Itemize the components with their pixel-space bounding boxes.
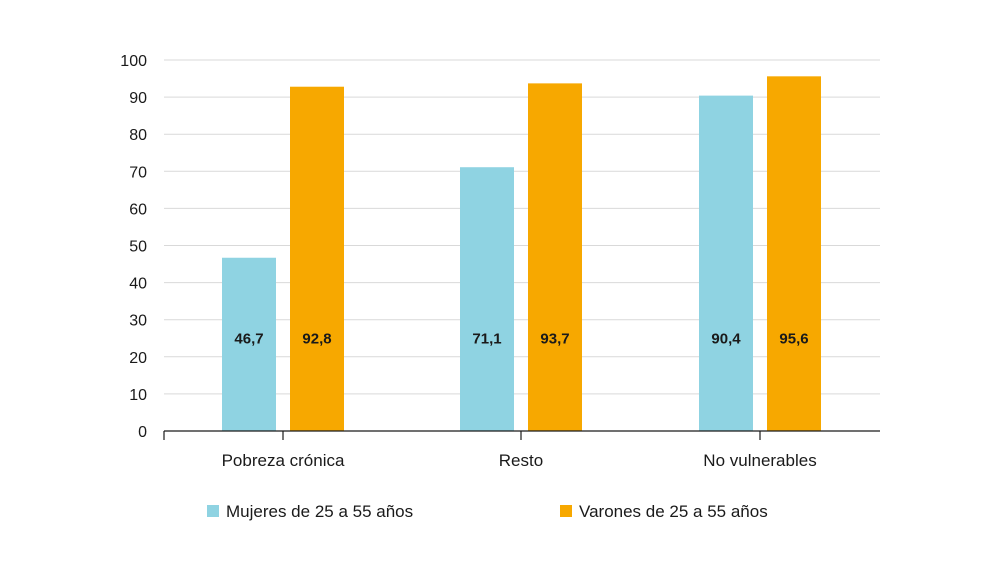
legend: Mujeres de 25 a 55 años Varones de 25 a 5… [207,502,768,521]
y-tick-label: 40 [129,276,147,293]
y-tick-label: 0 [138,424,147,441]
data-label: 71,1 [472,330,501,347]
y-axis-tick-labels: 0 10 20 30 40 50 60 70 80 90 100 [120,53,147,441]
bar-mujeres [699,95,753,431]
y-tick-label: 30 [129,313,147,330]
data-label: 92,8 [302,330,331,347]
gridlines [164,59,880,395]
data-label: 46,7 [234,330,263,347]
x-axis-category-labels: Pobreza crónica Resto No vulnerables [222,451,817,470]
y-tick-label: 50 [129,239,147,256]
legend-swatch-varones [560,505,572,517]
data-label: 95,6 [779,330,808,347]
legend-label-mujeres: Mujeres de 25 a 55 años [226,502,413,521]
y-tick-label: 80 [129,127,147,144]
category-label: Pobreza crónica [222,451,345,470]
bar-varones [767,76,821,431]
y-tick-label: 60 [129,201,147,218]
y-tick-label: 10 [129,387,147,404]
bar-varones [528,83,582,432]
data-labels: 46,7 71,1 90,4 92,8 93,7 95,6 [234,330,808,347]
bar-mujeres [460,167,514,431]
bar-varones [290,86,344,431]
legend-label-varones: Varones de 25 a 55 años [579,502,768,521]
y-tick-label: 100 [120,53,147,70]
x-axis [163,430,880,440]
bars [222,76,821,432]
data-label: 93,7 [540,330,569,347]
bar-mujeres [222,257,276,431]
category-label: Resto [499,451,543,470]
data-label: 90,4 [711,330,741,347]
y-tick-label: 70 [129,164,147,181]
category-label: No vulnerables [703,451,816,470]
y-tick-label: 20 [129,350,147,367]
y-tick-label: 90 [129,90,147,107]
legend-swatch-mujeres [207,505,219,517]
